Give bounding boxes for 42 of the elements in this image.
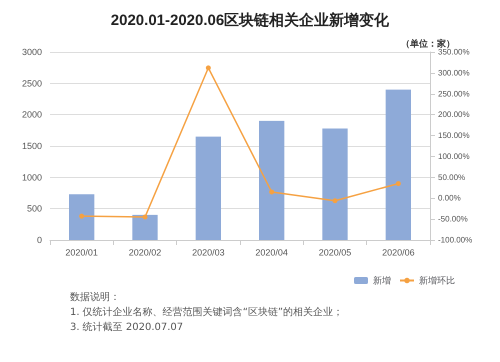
bar (196, 136, 221, 240)
point (79, 214, 84, 219)
point (332, 198, 338, 204)
y-tick-label: 1000 (22, 172, 42, 182)
y2-tick-label: 300.00% (438, 68, 470, 78)
y-tick-label: 3000 (22, 47, 42, 57)
point (396, 181, 401, 186)
y-tick-label: 0 (36, 235, 42, 245)
y-tick-label: 2000 (22, 110, 42, 120)
bar (69, 194, 94, 240)
point (269, 189, 274, 194)
y-tick-label: 1500 (22, 141, 42, 151)
bar (259, 120, 284, 240)
point (142, 214, 148, 220)
y-tick-label: 500 (26, 204, 42, 214)
y2-tick-label: 50.00% (438, 172, 466, 182)
text: 3. 统计截至 2020.07.07 (70, 320, 184, 335)
x-tick-label: 2020/01 (65, 248, 98, 258)
text: 1. 仅统计企业名称、经营范围关键词含“区块链”的相关企业； (70, 306, 344, 320)
x-tick-label: 2020/06 (382, 248, 415, 258)
y2-tick-label: 200.00% (438, 110, 470, 120)
point (206, 65, 211, 70)
bar (386, 90, 411, 240)
x-tick-label: 2020/04 (255, 248, 288, 258)
chart-title: 2020.01-2020.06区块链相关企业新增变化 (110, 11, 390, 29)
bar (132, 214, 158, 240)
y2-tick-label: 0.00% (438, 194, 461, 203)
text: 数据说明： (70, 291, 121, 305)
y2-tick-label: -100.00% (438, 236, 472, 244)
legend-label: 新增环比 (419, 276, 455, 286)
x-tick-label: 2020/05 (318, 248, 352, 258)
y2-tick-label: -50.00% (438, 214, 468, 224)
x-tick-label: 2020/03 (192, 248, 225, 258)
x-tick-label: 2020/02 (128, 248, 162, 258)
y2-tick-label: 350.00% (438, 48, 470, 56)
bar (322, 128, 348, 240)
y2-tick-label: 150.00% (438, 131, 470, 140)
chart-subtitle: （单位：家） (401, 38, 455, 48)
y-tick-label: 2500 (22, 78, 42, 88)
y2-tick-label: 250.00% (438, 89, 470, 98)
legend-label: 新增 (373, 276, 391, 286)
y2-tick-label: 100.00% (438, 152, 470, 161)
